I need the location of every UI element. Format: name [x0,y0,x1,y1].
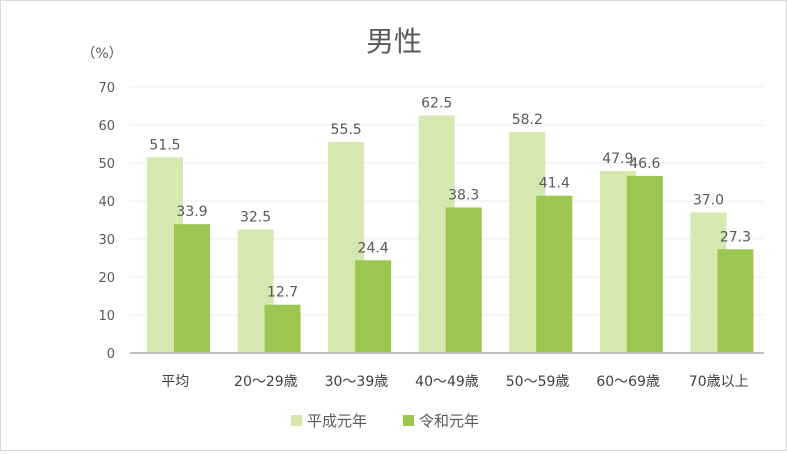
y-tick-label: 70 [98,81,115,96]
data-label: 58.2 [512,112,543,128]
bar-reiwa [626,175,663,353]
data-label: 37.0 [693,192,724,208]
legend-label: 平成元年 [307,412,367,430]
data-label: 41.4 [539,176,570,192]
x-tick-label: 60～69歳 [596,374,660,390]
legend-label: 令和元年 [419,412,479,430]
legend: 平成元年 令和元年 [291,412,479,430]
bar-reiwa [264,304,301,353]
y-tick-label: 40 [98,195,115,210]
data-label: 46.6 [629,156,660,172]
data-label: 51.5 [149,137,180,153]
bar-reiwa [717,249,754,353]
y-tick-label: 50 [98,157,115,172]
data-label: 62.5 [421,96,452,112]
y-tick-label: 60 [98,119,115,134]
y-tick-label: 10 [98,309,115,324]
bar-reiwa [355,260,392,353]
y-axis-ticks: 0 10 20 30 40 50 60 70 [98,81,115,362]
data-labels: 51.5 33.9 32.5 12.7 55.5 24.4 62.5 38.3 58.2 41.4… [149,96,751,301]
data-label: 38.3 [448,187,479,203]
bar-reiwa [174,224,210,353]
x-tick-label: 50～59歳 [506,374,570,390]
y-axis-label: （%） [81,46,122,62]
bar-reiwa [445,207,482,353]
x-tick-label: 70歳以上 [689,374,749,390]
x-tick-label: 平均 [161,374,189,390]
x-axis-ticks: 平均 20～29歳 30～39歳 40～49歳 50～59歳 60～69歳 70歳以上 [161,374,748,390]
y-tick-label: 0 [107,347,115,362]
chart-title: 男性 [366,25,422,58]
legend-swatch [291,415,302,426]
legend-swatch [403,415,414,426]
bars [147,115,754,353]
data-label: 47.9 [602,151,633,167]
x-tick-label: 20～29歳 [234,374,298,390]
data-label: 12.7 [267,285,298,301]
data-label: 24.4 [358,240,389,256]
y-tick-label: 20 [98,271,115,286]
x-tick-label: 40～49歳 [415,374,479,390]
y-tick-label: 30 [98,233,115,248]
data-label: 55.5 [331,122,362,138]
x-tick-label: 30～39歳 [325,374,389,390]
bar-reiwa [536,195,573,353]
data-label: 27.3 [720,229,751,245]
data-label: 32.5 [240,210,271,226]
data-label: 33.9 [176,204,207,220]
